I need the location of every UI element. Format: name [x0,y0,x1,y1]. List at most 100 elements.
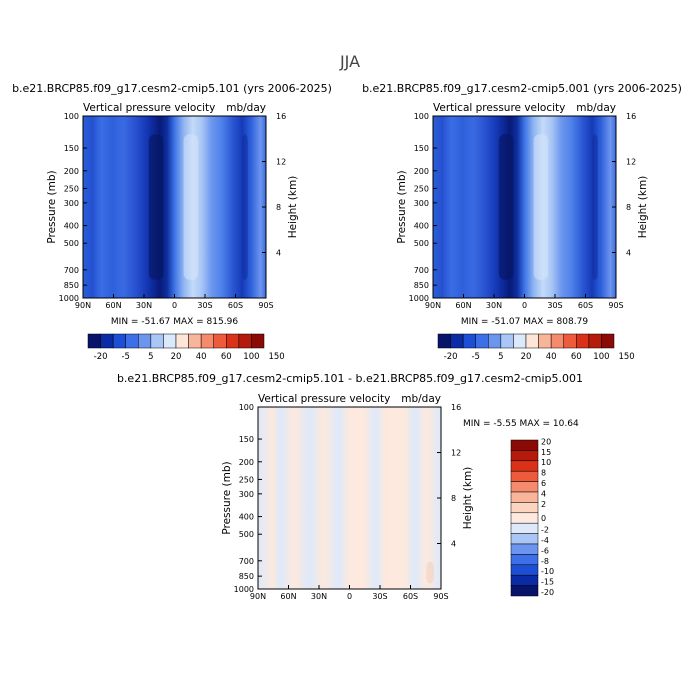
panel-title: b.e21.BRCP85.f09_g17.cesm2-cmip5.001 (yr… [362,82,682,95]
colorbar-swatch [462,333,476,349]
contour-band [183,134,199,280]
colorbar-label: 20 [521,352,532,362]
y-tick-label: 300 [64,199,79,208]
colorbar-label: 150 [268,352,284,362]
colorbar-swatch [513,333,527,349]
panel-subtitle-right: mb/day [576,102,616,114]
x-tick-label: 60S [403,592,418,601]
colorbar-swatch [163,333,177,349]
colorbar-swatch [510,470,539,482]
colorbar-swatch [510,554,539,566]
y-axis-right-label: Height (km) [637,176,649,239]
y-tick-label: 200 [64,167,79,176]
colorbar-swatch [500,333,514,349]
contour-band [148,134,164,280]
y-tick-label: 500 [64,239,79,248]
colorbar-label: -8 [541,557,549,566]
y-tick-label: 1000 [59,294,79,303]
colorbar-swatch [188,333,202,349]
x-tick-label: 30S [372,592,387,601]
y-tick-right-label: 8 [451,494,456,503]
y-tick-label: 100 [239,403,254,412]
panel-title: b.e21.BRCP85.f09_g17.cesm2-cmip5.101 (yr… [12,82,332,95]
colorbar-swatch [510,564,539,576]
y-tick-label: 200 [239,458,254,467]
x-tick-label: 90S [608,301,623,310]
panel-subtitle-left: Vertical pressure velocity [433,102,565,114]
y-tick-label: 150 [64,144,79,153]
x-tick-label: 30N [486,301,502,310]
x-tick-label: 90S [258,301,273,310]
y-tick-right-label: 16 [451,403,461,412]
colorbar-label: -20 [444,352,458,362]
colorbar-label: 10 [541,458,551,467]
stats-label: MIN = -51.07 MAX = 808.79 [461,317,588,327]
x-tick-label: 90S [433,592,448,601]
y-axis-label: Pressure (mb) [396,170,408,243]
colorbar-swatch [200,333,214,349]
stats-label: MIN = -51.67 MAX = 815.96 [111,317,238,327]
x-tick-label: 0 [347,592,352,601]
colorbar-swatch [525,333,539,349]
y-tick-label: 850 [64,281,79,290]
colorbar-swatch [510,439,539,451]
x-tick-label: 90N [425,301,441,310]
y-tick-label: 150 [239,435,254,444]
x-tick-label: 30S [547,301,562,310]
colorbar-swatch [550,333,564,349]
x-tick-label: 30S [197,301,212,310]
contour-field [258,407,441,589]
y-tick-label: 100 [414,112,429,121]
colorbar-label: 5 [498,352,503,362]
panel-subtitle-left: Vertical pressure velocity [83,102,215,114]
colorbar-label: 8 [541,469,546,478]
colorbar-label: -6 [541,546,549,555]
colorbar-label: 4 [541,489,546,498]
colorbar-label: 5 [148,352,153,362]
x-tick-label: 60S [228,301,243,310]
colorbar-swatch [488,333,502,349]
x-tick-label: 60N [455,301,471,310]
x-tick-label: 60N [105,301,121,310]
y-tick-label: 500 [414,239,429,248]
colorbar-label: 20 [541,437,551,446]
panel-subtitle-right: mb/day [226,102,266,114]
y-tick-right-label: 8 [276,203,281,212]
colorbar-label: 6 [541,479,546,488]
colorbar-swatch [510,481,539,493]
colorbar-label: 40 [196,352,207,362]
colorbar-swatch [138,333,152,349]
y-tick-label: 400 [414,222,429,231]
x-tick-label: 0 [522,301,527,310]
colorbar-swatch [601,333,615,349]
colorbar-label: 40 [546,352,557,362]
contour-band [426,561,434,584]
colorbar-swatch [510,512,539,524]
y-tick-right-label: 16 [276,112,286,121]
x-tick-label: 60N [280,592,296,601]
contour-band [533,134,549,280]
y-tick-label: 400 [239,513,254,522]
x-tick-label: 90N [75,301,91,310]
y-tick-label: 700 [414,266,429,275]
colorbar-swatch [450,333,464,349]
colorbar-swatch [510,491,539,503]
x-tick-label: 0 [172,301,177,310]
y-tick-label: 400 [64,222,79,231]
y-tick-right-label: 4 [451,540,456,549]
y-axis-right-label: Height (km) [462,467,474,530]
colorbar-swatch [510,533,539,545]
colorbar-swatch [213,333,227,349]
y-tick-right-label: 12 [276,158,286,167]
colorbar-label: -5 [471,352,479,362]
colorbar-label: -10 [541,567,554,576]
colorbar-label: 0 [541,514,546,523]
colorbar-label: -5 [121,352,129,362]
colorbar-label: 60 [571,352,582,362]
colorbar-swatch [576,333,590,349]
colorbar-swatch [100,333,114,349]
y-tick-label: 300 [239,490,254,499]
colorbar-swatch [510,522,539,534]
colorbar-swatch [510,450,539,462]
